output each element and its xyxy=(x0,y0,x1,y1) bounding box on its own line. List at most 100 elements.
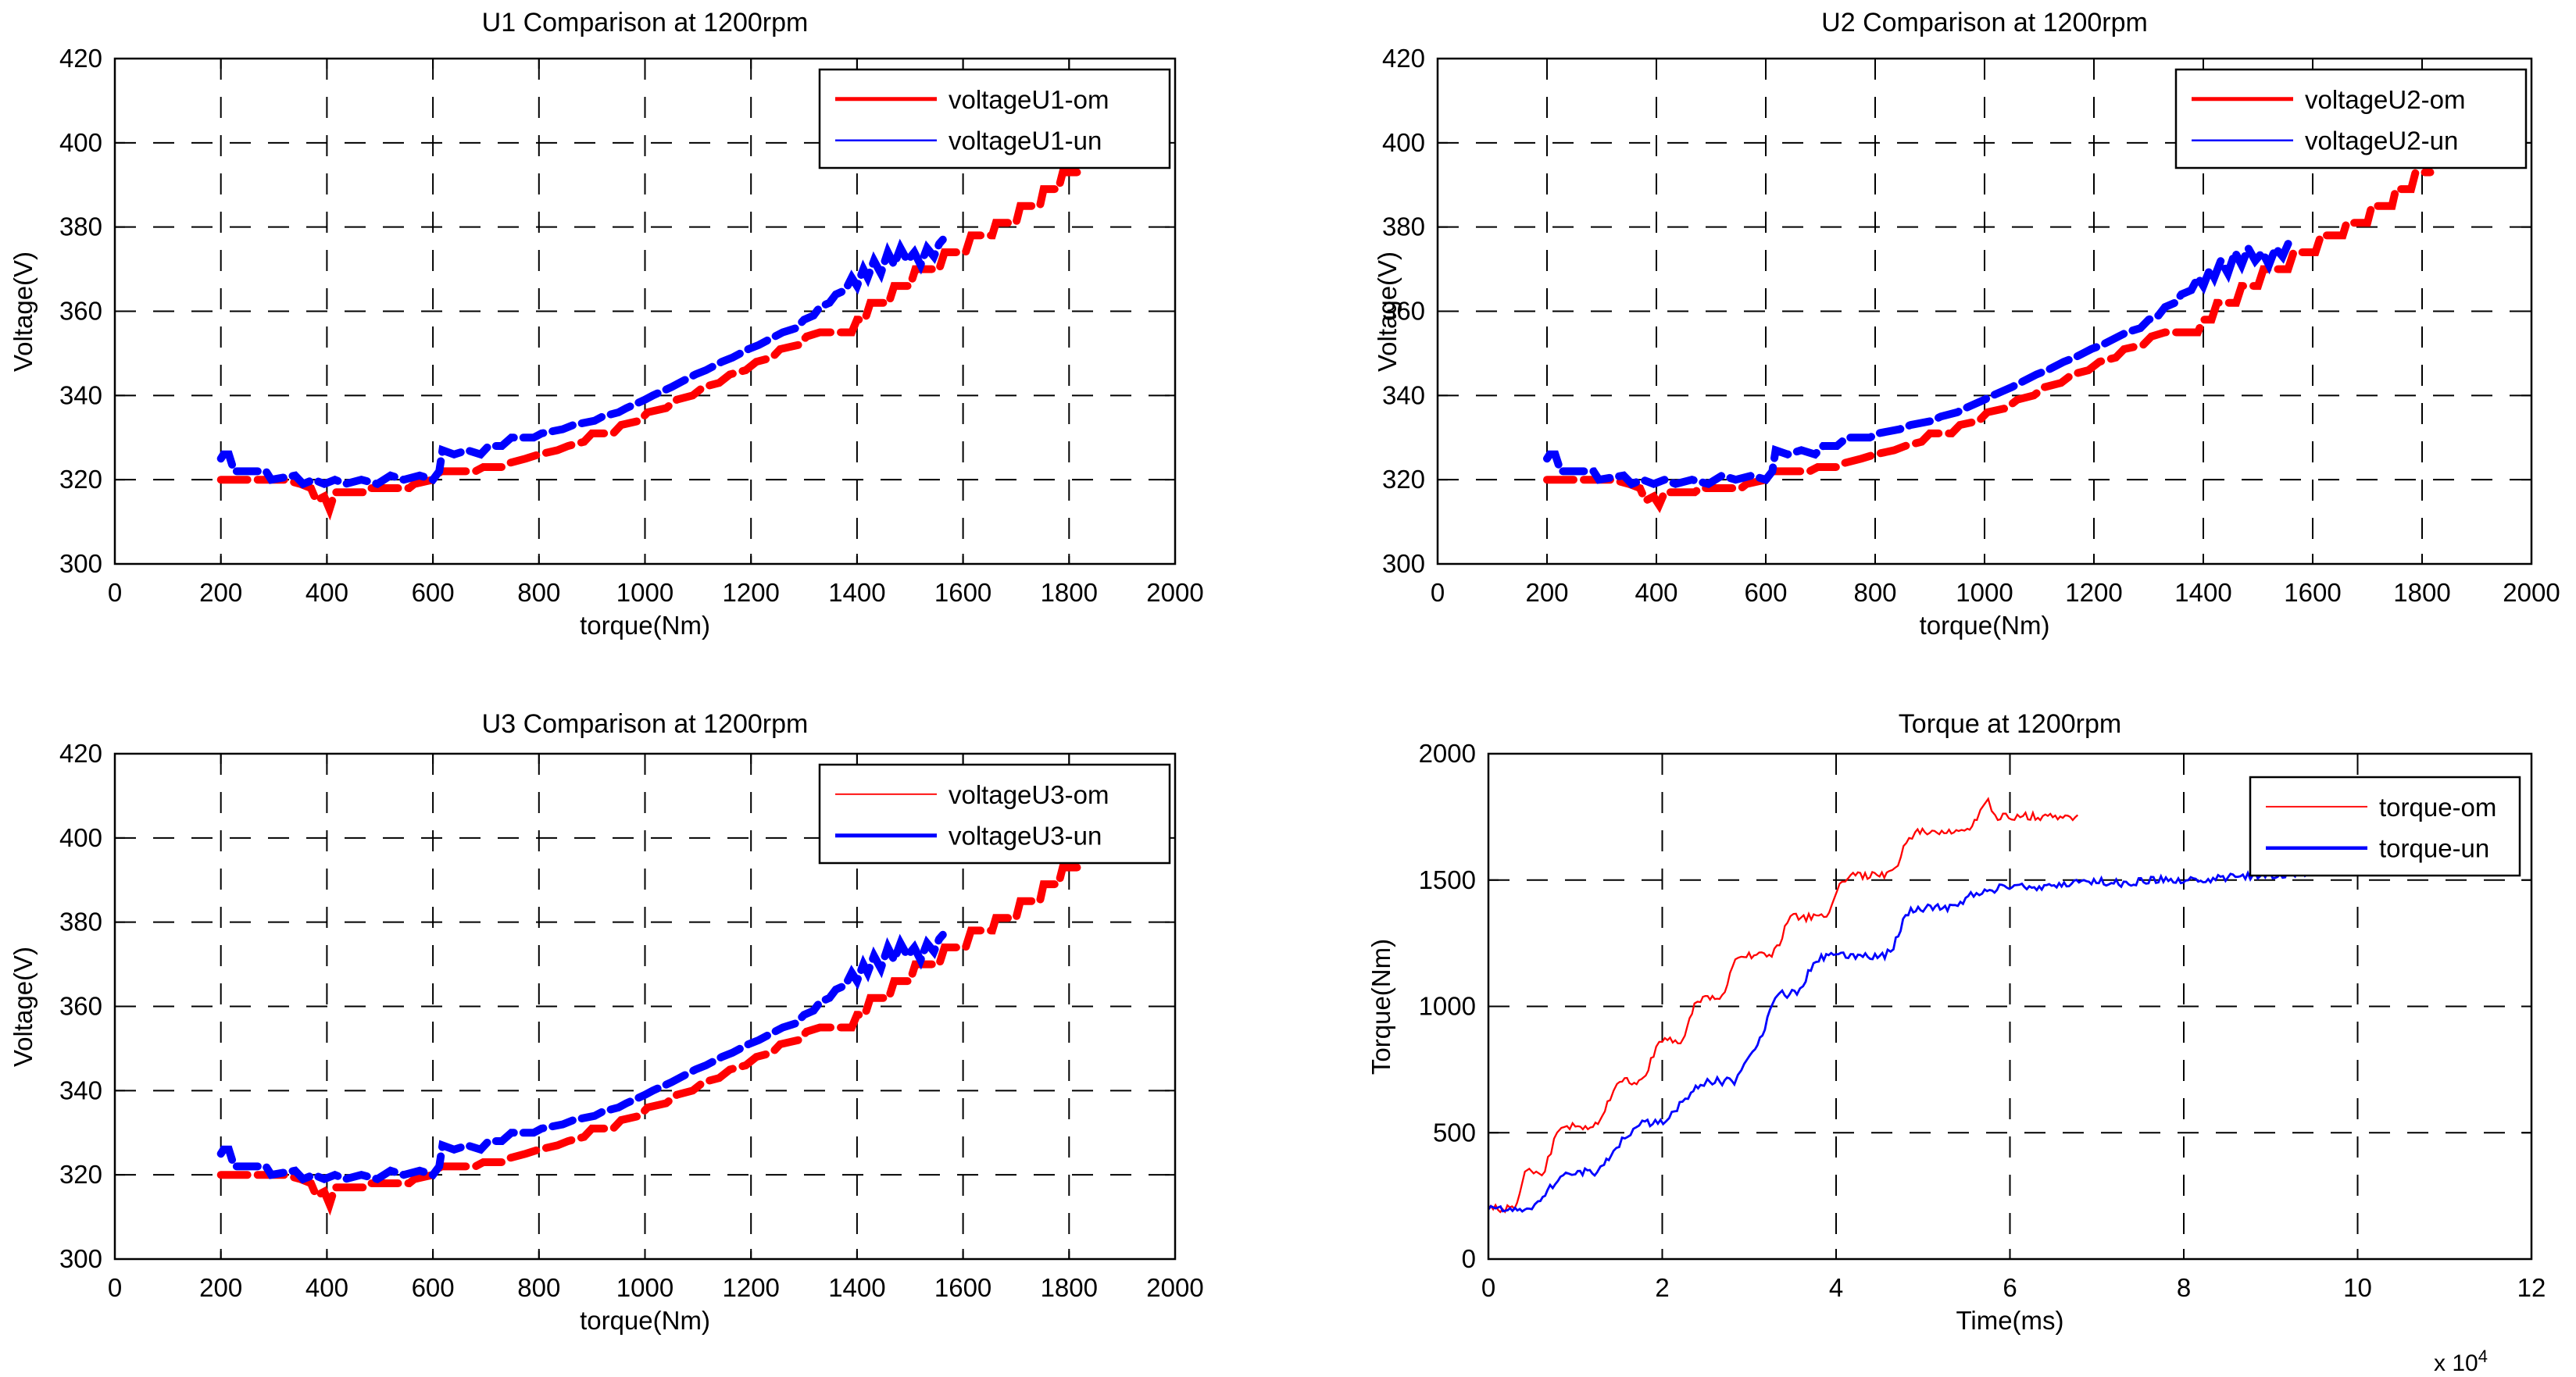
y-tick-label: 320 xyxy=(59,1160,102,1189)
u3-y-axis-label: Voltage(V) xyxy=(9,946,38,1067)
x-tick-label: 2 xyxy=(1655,1273,1669,1302)
x-tick-label: 1200 xyxy=(722,1273,779,1302)
u3-plot-canvas: 0 200 400 600 800 1000 1200 1400 1600 1800 2000 300… xyxy=(59,739,1204,1302)
x-tick-label: 1600 xyxy=(934,1273,991,1302)
x-tick-label: 0 xyxy=(108,1273,122,1302)
series-voltageU2-om xyxy=(1543,168,2435,514)
y-tick-label: 300 xyxy=(59,549,102,578)
x-tick-label: 1600 xyxy=(2284,578,2341,607)
u1-x-axis-label: torque(Nm) xyxy=(580,611,710,640)
torque-plot-title: Torque at 1200rpm xyxy=(1898,709,2122,739)
y-tick-label: 1500 xyxy=(1419,865,1476,894)
x-tick-label: 400 xyxy=(305,1273,348,1302)
legend-label: voltageU2-un xyxy=(2305,127,2458,155)
x-tick-label: 800 xyxy=(517,1273,560,1302)
y-tick-label: 380 xyxy=(59,212,102,241)
x-tick-label: 200 xyxy=(199,578,242,607)
y-tick-label: 2000 xyxy=(1419,739,1476,768)
y-tick-label: 500 xyxy=(1433,1118,1476,1147)
y-tick-label: 340 xyxy=(59,380,102,409)
u2-x-axis-label: torque(Nm) xyxy=(1919,611,2050,640)
y-tick-label: 300 xyxy=(59,1244,102,1273)
axes-box xyxy=(113,752,1177,1261)
torque-y-axis-label: Torque(Nm) xyxy=(1367,938,1395,1075)
x-tick-label: 6 xyxy=(2003,1273,2017,1302)
legend-label: voltageU2-om xyxy=(2305,85,2465,114)
y-tick-label: 0 xyxy=(1462,1244,1476,1273)
x-tick-label: 800 xyxy=(517,578,560,607)
x-tick-label: 2000 xyxy=(2503,578,2560,607)
subplot-u3-comparison: 0 200 400 600 800 1000 1200 1400 1600 1800 2000 300… xyxy=(0,687,1288,1375)
series-voltageU2-un xyxy=(1543,235,2296,489)
axes-box xyxy=(113,57,1177,565)
y-tick-label: 400 xyxy=(1382,128,1425,157)
axis-exponent-label: x 104 xyxy=(2434,1347,2488,1376)
x-tick-label: 1600 xyxy=(934,578,991,607)
x-tick-label: 12 xyxy=(2517,1273,2546,1302)
y-tick-label: 420 xyxy=(59,739,102,768)
legend-label: voltageU3-om xyxy=(949,780,1109,809)
x-tick-label: 600 xyxy=(412,1273,455,1302)
subplot-u2-comparison: 0 200 400 600 800 1000 1200 1400 1600 1800 2000 300… xyxy=(1288,0,2576,687)
series-voltageU1-un xyxy=(216,235,947,489)
y-tick-label: 360 xyxy=(59,297,102,326)
x-tick-label: 400 xyxy=(1635,578,1677,607)
u3-plot-title: U3 Comparison at 1200rpm xyxy=(481,709,809,739)
subplot-torque: 0 2 4 6 8 10 12 0 500 1000 1500 2000 torque-om torque… xyxy=(1288,687,2576,1376)
y-tick-label: 340 xyxy=(59,1076,102,1104)
y-tick-label: 300 xyxy=(1382,549,1425,578)
x-tick-label: 1200 xyxy=(722,578,779,607)
x-tick-label: 0 xyxy=(1481,1273,1495,1302)
series-voltageU3-un xyxy=(216,930,947,1184)
y-tick-label: 380 xyxy=(59,908,102,936)
x-tick-label: 1000 xyxy=(616,578,673,607)
y-tick-label: 320 xyxy=(59,465,102,494)
legend-box xyxy=(2174,68,2528,169)
legend-label: voltageU1-om xyxy=(949,85,1109,114)
u1-plot-canvas: 0 200 400 600 800 1000 1200 1400 1600 1800 2000 300… xyxy=(59,44,1204,607)
y-tick-label: 320 xyxy=(1382,465,1425,494)
series-torque-om xyxy=(1488,797,2079,1214)
x-tick-label: 400 xyxy=(305,578,348,607)
u1-y-axis-label: Voltage(V) xyxy=(9,251,38,372)
u2-plot-canvas: 0 200 400 600 800 1000 1200 1400 1600 1800 2000 300… xyxy=(1382,44,2560,607)
torque-x-axis-label: Time(ms) xyxy=(1956,1306,2064,1335)
x-tick-label: 2000 xyxy=(1146,578,1203,607)
x-tick-label: 200 xyxy=(1525,578,1568,607)
y-tick-label: 400 xyxy=(59,128,102,157)
legend-label: voltageU3-un xyxy=(949,822,1102,851)
x-tick-label: 1000 xyxy=(1956,578,2013,607)
legend-label: torque-un xyxy=(2379,834,2489,863)
x-tick-label: 1800 xyxy=(1041,1273,1098,1302)
x-tick-label: 8 xyxy=(2177,1273,2191,1302)
x-tick-label: 800 xyxy=(1853,578,1896,607)
x-tick-label: 4 xyxy=(1829,1273,1843,1302)
legend-label: voltageU1-un xyxy=(949,127,1102,155)
legend-box xyxy=(2249,776,2521,877)
x-tick-label: 0 xyxy=(108,578,122,607)
x-tick-label: 200 xyxy=(199,1273,242,1302)
u1-plot-title: U1 Comparison at 1200rpm xyxy=(481,8,809,37)
x-tick-label: 1400 xyxy=(828,1273,885,1302)
x-tick-label: 0 xyxy=(1431,578,1445,607)
x-tick-label: 1200 xyxy=(2065,578,2122,607)
x-tick-label: 600 xyxy=(412,578,455,607)
axes-box xyxy=(1487,752,2533,1261)
torque-plot-canvas: 0 2 4 6 8 10 12 0 500 1000 1500 2000 torque-om torque… xyxy=(1419,739,2546,1302)
u2-y-axis-label: Voltage(V) xyxy=(1373,251,1402,372)
y-tick-label: 1000 xyxy=(1419,992,1476,1021)
x-tick-label: 1400 xyxy=(2174,578,2231,607)
y-tick-label: 380 xyxy=(1382,212,1425,241)
u3-x-axis-label: torque(Nm) xyxy=(580,1306,710,1335)
x-tick-label: 1800 xyxy=(2393,578,2450,607)
x-tick-label: 1000 xyxy=(616,1273,673,1302)
x-tick-label: 1800 xyxy=(1041,578,1098,607)
axes-box xyxy=(1436,57,2533,565)
legend-label: torque-om xyxy=(2379,793,2496,822)
legend-box xyxy=(818,763,1171,865)
series-voltageU3-om xyxy=(216,863,1081,1216)
series-torque-un xyxy=(1487,862,2398,1213)
y-tick-label: 420 xyxy=(59,44,102,73)
u2-plot-title: U2 Comparison at 1200rpm xyxy=(1821,8,2148,37)
